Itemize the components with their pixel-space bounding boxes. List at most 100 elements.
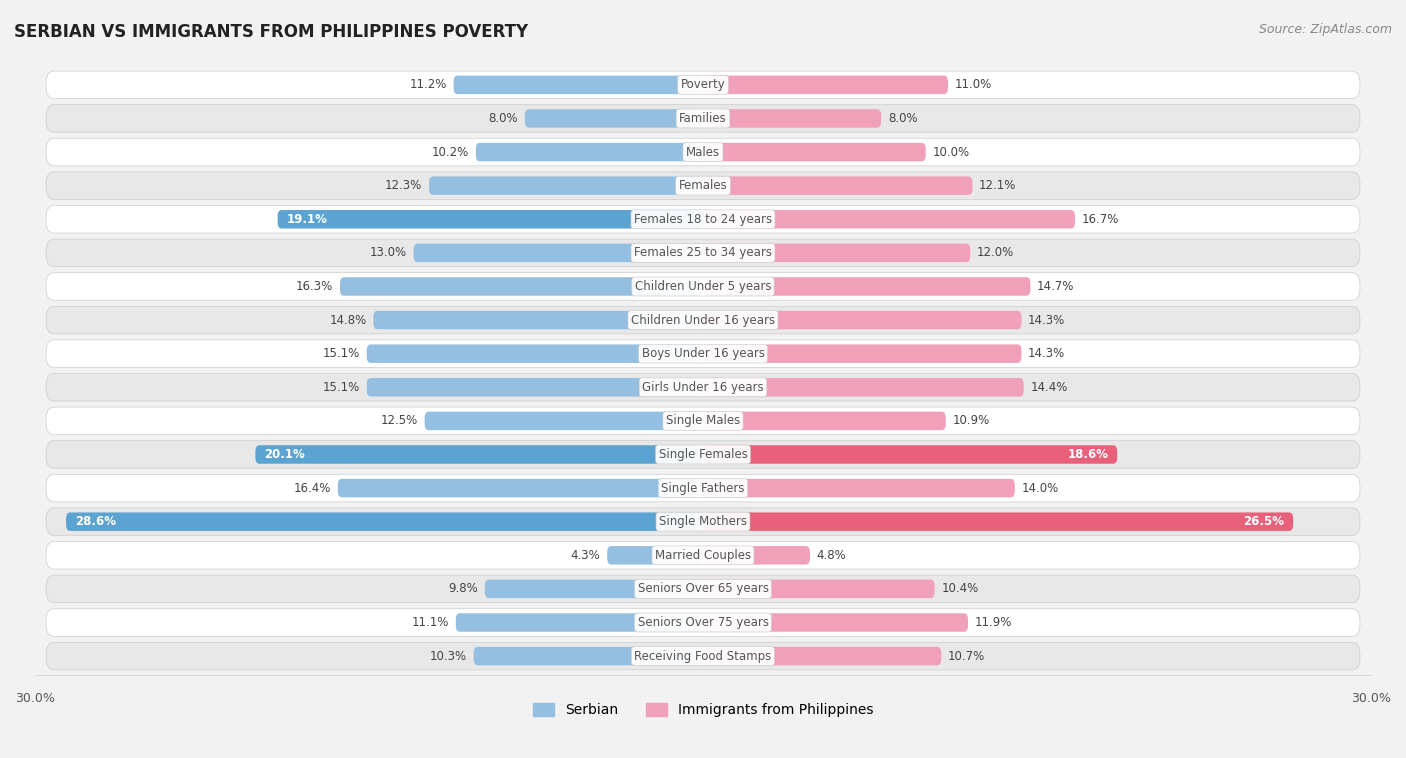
Text: 10.0%: 10.0% bbox=[932, 146, 970, 158]
Text: 12.0%: 12.0% bbox=[977, 246, 1014, 259]
FancyBboxPatch shape bbox=[474, 647, 703, 666]
Text: Families: Families bbox=[679, 112, 727, 125]
Text: Single Males: Single Males bbox=[666, 415, 740, 428]
FancyBboxPatch shape bbox=[425, 412, 703, 430]
FancyBboxPatch shape bbox=[66, 512, 703, 531]
FancyBboxPatch shape bbox=[429, 177, 703, 195]
Text: 8.0%: 8.0% bbox=[488, 112, 519, 125]
Text: Children Under 16 years: Children Under 16 years bbox=[631, 314, 775, 327]
FancyBboxPatch shape bbox=[46, 306, 1360, 334]
Text: 18.6%: 18.6% bbox=[1067, 448, 1108, 461]
FancyBboxPatch shape bbox=[46, 642, 1360, 670]
Text: Females 25 to 34 years: Females 25 to 34 years bbox=[634, 246, 772, 259]
Text: 10.2%: 10.2% bbox=[432, 146, 470, 158]
Text: 10.3%: 10.3% bbox=[430, 650, 467, 662]
Text: Males: Males bbox=[686, 146, 720, 158]
Text: 10.9%: 10.9% bbox=[952, 415, 990, 428]
FancyBboxPatch shape bbox=[277, 210, 703, 228]
Text: 20.1%: 20.1% bbox=[264, 448, 305, 461]
Text: Single Mothers: Single Mothers bbox=[659, 515, 747, 528]
Text: 15.1%: 15.1% bbox=[323, 347, 360, 360]
Text: Children Under 5 years: Children Under 5 years bbox=[634, 280, 772, 293]
FancyBboxPatch shape bbox=[46, 475, 1360, 502]
FancyBboxPatch shape bbox=[46, 541, 1360, 569]
Text: 4.8%: 4.8% bbox=[817, 549, 846, 562]
FancyBboxPatch shape bbox=[46, 609, 1360, 636]
Text: 19.1%: 19.1% bbox=[287, 213, 328, 226]
FancyBboxPatch shape bbox=[454, 76, 703, 94]
Text: 12.3%: 12.3% bbox=[385, 179, 422, 193]
FancyBboxPatch shape bbox=[703, 344, 1021, 363]
Text: 11.2%: 11.2% bbox=[409, 78, 447, 92]
FancyBboxPatch shape bbox=[413, 243, 703, 262]
Text: Seniors Over 75 years: Seniors Over 75 years bbox=[637, 616, 769, 629]
Text: 4.3%: 4.3% bbox=[571, 549, 600, 562]
FancyBboxPatch shape bbox=[607, 546, 703, 565]
FancyBboxPatch shape bbox=[46, 575, 1360, 603]
Text: 14.3%: 14.3% bbox=[1028, 347, 1066, 360]
FancyBboxPatch shape bbox=[46, 508, 1360, 535]
Text: Seniors Over 65 years: Seniors Over 65 years bbox=[637, 582, 769, 595]
FancyBboxPatch shape bbox=[46, 71, 1360, 99]
Text: Single Females: Single Females bbox=[658, 448, 748, 461]
FancyBboxPatch shape bbox=[703, 277, 1031, 296]
FancyBboxPatch shape bbox=[337, 479, 703, 497]
FancyBboxPatch shape bbox=[340, 277, 703, 296]
Text: 13.0%: 13.0% bbox=[370, 246, 406, 259]
FancyBboxPatch shape bbox=[703, 479, 1015, 497]
Text: Females: Females bbox=[679, 179, 727, 193]
Legend: Serbian, Immigrants from Philippines: Serbian, Immigrants from Philippines bbox=[527, 697, 879, 722]
Text: 14.7%: 14.7% bbox=[1038, 280, 1074, 293]
Text: 10.7%: 10.7% bbox=[948, 650, 986, 662]
Text: Single Fathers: Single Fathers bbox=[661, 481, 745, 494]
FancyBboxPatch shape bbox=[703, 580, 935, 598]
Text: Females 18 to 24 years: Females 18 to 24 years bbox=[634, 213, 772, 226]
Text: Married Couples: Married Couples bbox=[655, 549, 751, 562]
FancyBboxPatch shape bbox=[46, 374, 1360, 401]
FancyBboxPatch shape bbox=[703, 647, 941, 666]
Text: 14.4%: 14.4% bbox=[1031, 381, 1067, 394]
Text: 14.3%: 14.3% bbox=[1028, 314, 1066, 327]
FancyBboxPatch shape bbox=[703, 210, 1076, 228]
FancyBboxPatch shape bbox=[703, 445, 1118, 464]
FancyBboxPatch shape bbox=[46, 105, 1360, 132]
FancyBboxPatch shape bbox=[46, 172, 1360, 199]
FancyBboxPatch shape bbox=[485, 580, 703, 598]
FancyBboxPatch shape bbox=[46, 273, 1360, 300]
Text: Receiving Food Stamps: Receiving Food Stamps bbox=[634, 650, 772, 662]
FancyBboxPatch shape bbox=[374, 311, 703, 329]
Text: Source: ZipAtlas.com: Source: ZipAtlas.com bbox=[1258, 23, 1392, 36]
FancyBboxPatch shape bbox=[703, 412, 946, 430]
Text: 26.5%: 26.5% bbox=[1243, 515, 1284, 528]
FancyBboxPatch shape bbox=[703, 243, 970, 262]
FancyBboxPatch shape bbox=[703, 378, 1024, 396]
FancyBboxPatch shape bbox=[703, 546, 810, 565]
FancyBboxPatch shape bbox=[703, 311, 1021, 329]
FancyBboxPatch shape bbox=[367, 344, 703, 363]
Text: 16.3%: 16.3% bbox=[297, 280, 333, 293]
Text: 11.0%: 11.0% bbox=[955, 78, 991, 92]
Text: 14.8%: 14.8% bbox=[329, 314, 367, 327]
Text: 12.5%: 12.5% bbox=[381, 415, 418, 428]
Text: 9.8%: 9.8% bbox=[449, 582, 478, 595]
Text: SERBIAN VS IMMIGRANTS FROM PHILIPPINES POVERTY: SERBIAN VS IMMIGRANTS FROM PHILIPPINES P… bbox=[14, 23, 529, 41]
FancyBboxPatch shape bbox=[46, 440, 1360, 468]
FancyBboxPatch shape bbox=[46, 340, 1360, 368]
Text: 11.9%: 11.9% bbox=[974, 616, 1012, 629]
FancyBboxPatch shape bbox=[46, 239, 1360, 267]
FancyBboxPatch shape bbox=[703, 109, 882, 127]
FancyBboxPatch shape bbox=[46, 205, 1360, 233]
FancyBboxPatch shape bbox=[456, 613, 703, 631]
FancyBboxPatch shape bbox=[703, 512, 1294, 531]
Text: 14.0%: 14.0% bbox=[1021, 481, 1059, 494]
FancyBboxPatch shape bbox=[475, 143, 703, 161]
FancyBboxPatch shape bbox=[703, 177, 973, 195]
Text: Poverty: Poverty bbox=[681, 78, 725, 92]
Text: Girls Under 16 years: Girls Under 16 years bbox=[643, 381, 763, 394]
Text: 10.4%: 10.4% bbox=[941, 582, 979, 595]
Text: 11.1%: 11.1% bbox=[412, 616, 449, 629]
FancyBboxPatch shape bbox=[256, 445, 703, 464]
Text: 15.1%: 15.1% bbox=[323, 381, 360, 394]
Text: Boys Under 16 years: Boys Under 16 years bbox=[641, 347, 765, 360]
Text: 28.6%: 28.6% bbox=[75, 515, 117, 528]
